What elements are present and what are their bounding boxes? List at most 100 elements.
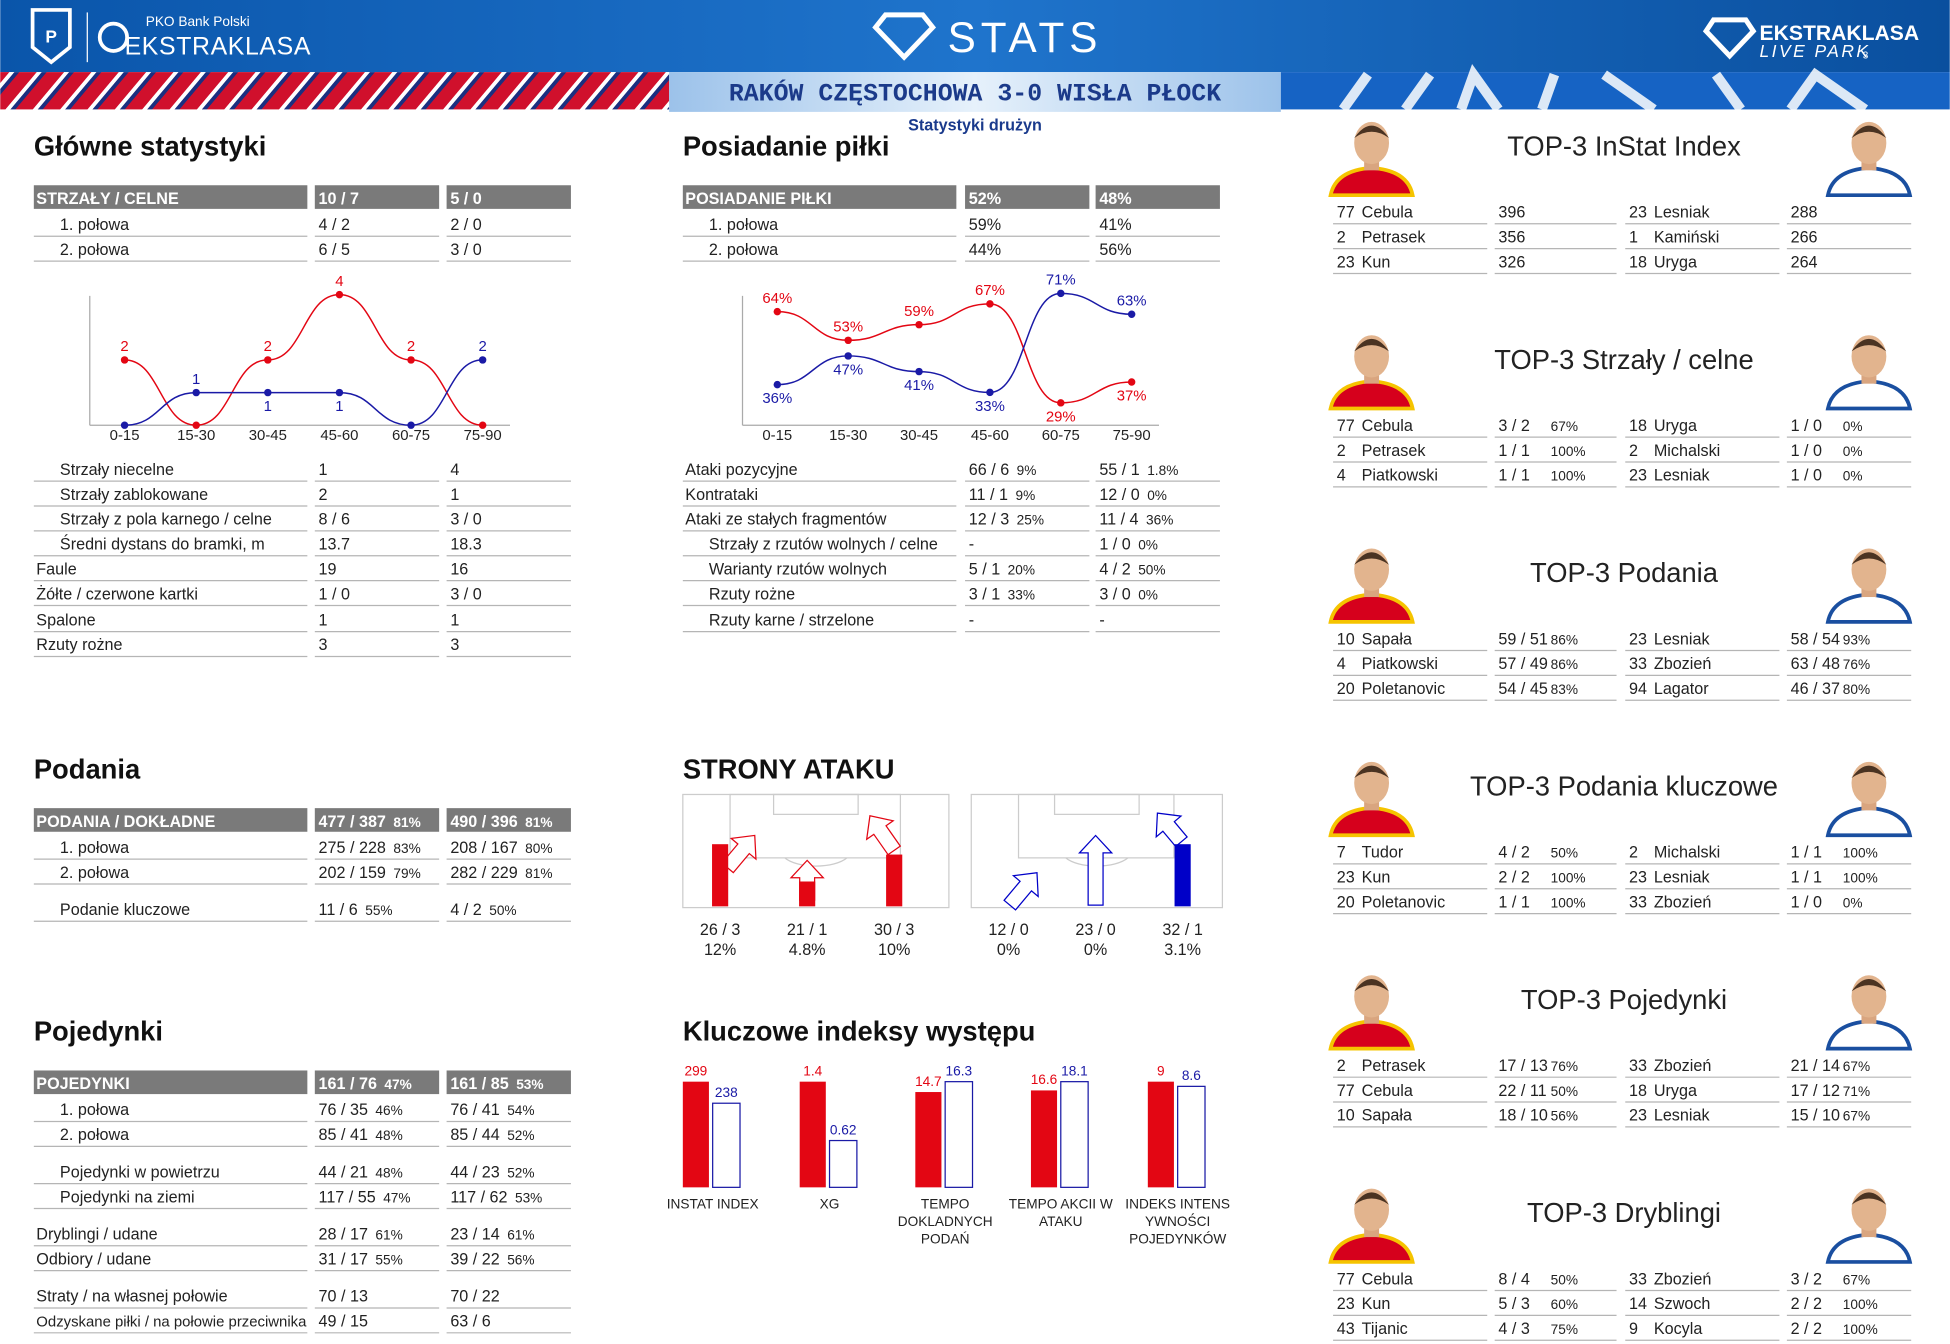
player-pct: 56% xyxy=(1551,1109,1578,1124)
cell: - xyxy=(969,611,974,629)
player-number: 33 xyxy=(1629,893,1647,911)
top3-title: TOP-3 Dryblingi xyxy=(1527,1197,1721,1228)
cell-value: 11 / 4 xyxy=(1099,511,1138,529)
cell-value: 11 / 1 xyxy=(969,486,1008,504)
cell: 76 / 35 46% xyxy=(319,1101,403,1119)
player-shirt xyxy=(1328,379,1415,411)
header-label: STRZAŁY / CELNE xyxy=(36,190,179,208)
cell: 70 / 22 xyxy=(450,1288,499,1306)
cell-value: 3 / 0 xyxy=(450,585,481,603)
cell-value: 44 / 23 xyxy=(450,1163,499,1181)
cell-value: 6 / 5 xyxy=(319,241,350,259)
side-pct: 4.8% xyxy=(789,941,826,959)
x-tick-label: 15-30 xyxy=(177,428,215,444)
header-label: POJEDYNKI xyxy=(36,1075,129,1093)
cell-value: 70 / 13 xyxy=(319,1288,368,1306)
cell: 59% xyxy=(969,216,1001,234)
row-label: Kontrataki xyxy=(685,486,758,504)
player-hair xyxy=(1851,338,1887,352)
x-tick-label: 45-60 xyxy=(320,428,358,444)
player-name: Sapała xyxy=(1362,630,1412,648)
player-value: 18 / 10 xyxy=(1498,1107,1547,1125)
row-label: Odbiory / udane xyxy=(36,1250,151,1268)
cell-pct: 36% xyxy=(1146,513,1173,528)
cell: 49 / 15 xyxy=(319,1313,368,1331)
index-label: INDEKS INTENS xyxy=(1125,1196,1230,1211)
data-label: 2 xyxy=(120,339,128,355)
data-label: 36% xyxy=(762,391,792,407)
pko-logo xyxy=(30,8,72,65)
player-shirt xyxy=(1825,165,1913,198)
x-tick-label: 60-75 xyxy=(1042,428,1080,444)
cell: 4 / 2 50% xyxy=(450,901,516,919)
player-number: 20 xyxy=(1337,893,1355,911)
cell-pct: 47% xyxy=(384,1077,411,1092)
data-label: 71% xyxy=(1046,273,1076,289)
index-bar xyxy=(915,1092,942,1188)
cell-pct: 83% xyxy=(393,841,420,856)
player-name: Cebula xyxy=(1362,1082,1413,1100)
cell: 3 / 0 xyxy=(450,241,481,259)
point xyxy=(986,300,994,308)
index-bar xyxy=(799,1081,826,1188)
cell-value: 44 / 21 xyxy=(319,1163,368,1181)
section-title: Kluczowe indeksy występu xyxy=(683,1016,1036,1047)
player-value: 17 / 12 xyxy=(1791,1082,1840,1100)
cell-value: 18.3 xyxy=(450,536,481,554)
cell: 12 / 3 25% xyxy=(969,511,1044,529)
data-label: 33% xyxy=(975,399,1005,415)
index-label: XG xyxy=(820,1196,840,1211)
cell-pct: 33% xyxy=(1008,587,1035,602)
section-title: STRONY ATAKU xyxy=(683,753,895,784)
index-label: POJEDYNKÓW xyxy=(1129,1231,1226,1246)
data-label: 1.4 xyxy=(803,1063,822,1078)
player-hair xyxy=(1851,978,1887,992)
index-label: ATAKU xyxy=(1039,1214,1083,1229)
side-pct: 10% xyxy=(878,941,910,959)
top3-title: TOP-3 Pojedynki xyxy=(1521,984,1727,1015)
player-number: 18 xyxy=(1629,253,1647,271)
player-number: 14 xyxy=(1629,1295,1647,1313)
bank-name: PKO Bank Polski xyxy=(146,14,250,29)
row-label: Ataki ze stałych fragmentów xyxy=(685,511,886,529)
player-pct: 100% xyxy=(1843,846,1878,861)
header-cell xyxy=(314,808,440,832)
player-pct: 50% xyxy=(1551,846,1578,861)
cell-pct: 1.8% xyxy=(1147,463,1178,478)
player-shirt xyxy=(1328,165,1415,198)
cell-pct: 0% xyxy=(1147,488,1167,503)
player-value: 63 / 48 xyxy=(1791,655,1840,673)
cell: 70 / 13 xyxy=(319,1288,368,1306)
player-hair xyxy=(1354,978,1390,992)
index-bar xyxy=(944,1081,974,1188)
cell-pct: 80% xyxy=(525,841,552,856)
cell: 6 / 5 xyxy=(319,241,350,259)
player-name: Kun xyxy=(1362,1295,1391,1313)
cell-value: 44% xyxy=(969,241,1001,259)
cell-value: 202 / 159 xyxy=(319,864,386,882)
player-pct: 100% xyxy=(1843,1322,1878,1337)
player-value: 3 / 2 xyxy=(1791,1270,1822,1288)
section-title: Posiadanie piłki xyxy=(683,130,890,161)
index-label: INSTAT INDEX xyxy=(667,1196,759,1211)
row-label: Ataki pozycyjne xyxy=(685,461,797,479)
cell: 1 / 0 xyxy=(319,585,350,603)
player-value: 46 / 37 xyxy=(1791,680,1840,698)
cell-value: - xyxy=(1099,611,1104,629)
cell-value: 66 / 6 xyxy=(969,461,1009,479)
player-name: Tijanic xyxy=(1362,1320,1408,1338)
cell: 117 / 62 53% xyxy=(450,1188,542,1206)
player-pct: 50% xyxy=(1551,1084,1578,1099)
cell-pct: 55% xyxy=(365,903,392,918)
header-cell xyxy=(314,1070,440,1095)
cell: 63 / 6 xyxy=(450,1313,490,1331)
cell: 161 / 76 47% xyxy=(319,1075,412,1093)
cell-value: 2 xyxy=(319,486,328,504)
cell-value: 56% xyxy=(1099,241,1131,259)
player-value: 1 / 1 xyxy=(1791,844,1822,862)
cell-value: 117 / 55 xyxy=(319,1188,376,1206)
cell-pct: 61% xyxy=(507,1228,534,1243)
player-pct: 83% xyxy=(1551,682,1578,697)
point xyxy=(844,352,852,360)
cell-value: 13.7 xyxy=(319,536,350,554)
